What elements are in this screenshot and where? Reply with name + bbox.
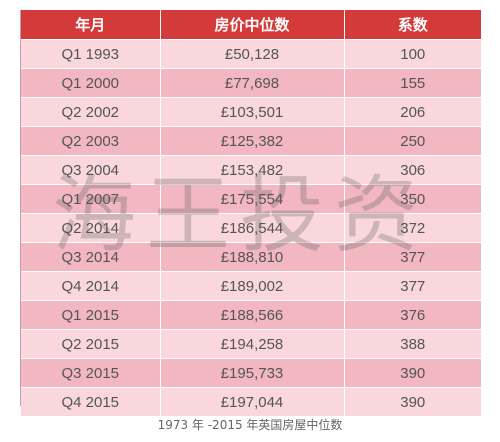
cell-period: Q2 2014	[21, 213, 161, 243]
cell-median-price: £188,566	[160, 300, 345, 330]
cell-index: 388	[344, 329, 481, 359]
table-row: Q1 2000 £77,698 155	[21, 68, 481, 98]
table-row: Q3 2015 £195,733 390	[21, 358, 481, 388]
cell-median-price: £194,258	[160, 329, 345, 359]
table-row: Q4 2014 £189,002 377	[21, 271, 481, 301]
cell-index: 372	[344, 213, 481, 243]
cell-median-price: £153,482	[160, 155, 345, 185]
header-period: 年月	[21, 10, 161, 40]
cell-index: 377	[344, 242, 481, 272]
cell-period: Q4 2015	[21, 387, 161, 416]
cell-period: Q2 2002	[21, 97, 161, 127]
cell-index: 306	[344, 155, 481, 185]
cell-index: 376	[344, 300, 481, 330]
cell-median-price: £125,382	[160, 126, 345, 156]
cell-index: 250	[344, 126, 481, 156]
table-row: Q2 2003 £125,382 250	[21, 126, 481, 156]
cell-median-price: £77,698	[160, 68, 345, 98]
cell-period: Q1 2000	[21, 68, 161, 98]
cell-period: Q1 2007	[21, 184, 161, 214]
cell-index: 377	[344, 271, 481, 301]
cell-median-price: £189,002	[160, 271, 345, 301]
table-caption: 1973 年 -2015 年英国房屋中位数	[157, 418, 343, 432]
cell-index: 390	[344, 387, 481, 416]
table-row: Q1 1993 £50,128 100	[21, 39, 481, 69]
cell-period: Q2 2015	[21, 329, 161, 359]
cell-period: Q1 1993	[21, 39, 161, 69]
cell-index: 350	[344, 184, 481, 214]
cell-period: Q2 2003	[21, 126, 161, 156]
table-row: Q2 2014 £186,544 372	[21, 213, 481, 243]
cell-index: 155	[344, 68, 481, 98]
cell-period: Q1 2015	[21, 300, 161, 330]
table-row: Q3 2004 £153,482 306	[21, 155, 481, 185]
cell-median-price: £188,810	[160, 242, 345, 272]
cell-index: 206	[344, 97, 481, 127]
table-row: Q4 2015 £197,044 390	[21, 387, 481, 416]
header-index: 系数	[344, 10, 481, 40]
cell-period: Q4 2014	[21, 271, 161, 301]
cell-index: 100	[344, 39, 481, 69]
cell-period: Q3 2015	[21, 358, 161, 388]
table-row: Q3 2014 £188,810 377	[21, 242, 481, 272]
table-header-row: 年月 房价中位数 系数	[21, 10, 481, 40]
cell-median-price: £103,501	[160, 97, 345, 127]
cell-median-price: £197,044	[160, 387, 345, 416]
cell-median-price: £186,544	[160, 213, 345, 243]
header-median-price: 房价中位数	[160, 10, 345, 40]
table-row: Q1 2015 £188,566 376	[21, 300, 481, 330]
table-row: Q2 2002 £103,501 206	[21, 97, 481, 127]
table-row: Q2 2015 £194,258 388	[21, 329, 481, 359]
house-price-table: 年月 房价中位数 系数 Q1 1993 £50,128 100 Q1 2000 …	[21, 10, 481, 416]
cell-period: Q3 2014	[21, 242, 161, 272]
cell-index: 390	[344, 358, 481, 388]
price-table-container: 年月 房价中位数 系数 Q1 1993 £50,128 100 Q1 2000 …	[20, 10, 481, 416]
cell-median-price: £175,554	[160, 184, 345, 214]
cell-median-price: £50,128	[160, 39, 345, 69]
table-row: Q1 2007 £175,554 350	[21, 184, 481, 214]
cell-period: Q3 2004	[21, 155, 161, 185]
cell-median-price: £195,733	[160, 358, 345, 388]
